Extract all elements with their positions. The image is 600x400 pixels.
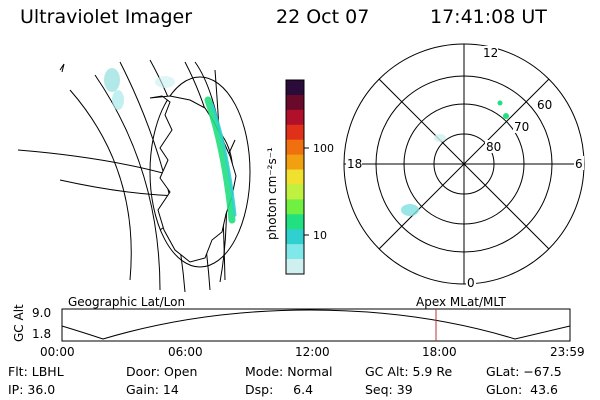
colorbar-stripe <box>286 199 304 215</box>
colorbar-stripe <box>286 154 304 171</box>
status-door: Door: Open <box>126 364 198 379</box>
timeline-xtick-4: 23:59 <box>550 345 585 359</box>
status-ip: IP: 36.0 <box>8 382 56 397</box>
mlt-label-left: 18 <box>347 157 362 171</box>
colorbar-stripe <box>286 139 304 156</box>
colorbar-stripe <box>286 259 304 275</box>
status-mode: Mode: Normal <box>245 364 333 379</box>
colorbar-stripe <box>286 184 304 200</box>
mlt-label-top: 12 <box>483 46 498 60</box>
colorbar-tick-10: 10 <box>313 229 327 242</box>
status-gain: Gain: 14 <box>126 382 179 397</box>
colorbar-stripe <box>286 109 304 126</box>
mlt-label-bottom: 0 <box>467 276 475 290</box>
colorbar-unit-label: photon cm⁻²s⁻¹ <box>265 147 279 240</box>
colorbar-stripe <box>286 169 304 185</box>
timeline-xtick-1: 06:00 <box>168 345 203 359</box>
colorbar-stripe <box>286 214 304 230</box>
header-date: 22 Oct 07 <box>276 6 370 28</box>
timeline-xtick-3: 18:00 <box>422 345 457 359</box>
timeline-ytick-high: 9.0 <box>32 306 52 320</box>
colorbar-stripe <box>286 244 304 260</box>
timeline-left-title: Geographic Lat/Lon <box>68 295 186 309</box>
colorbar-stripe <box>286 124 304 141</box>
timeline-ytick-low: 1.8 <box>32 327 52 341</box>
timeline-xtick-0: 00:00 <box>40 345 75 359</box>
status-gc-alt: GC Alt: 5.9 Re <box>365 364 453 379</box>
status-glat: GLat: −67.5 <box>486 364 562 379</box>
colorbar-stripe <box>286 80 304 96</box>
instrument-title: Ultraviolet Imager <box>20 6 193 28</box>
status-filter: Flt: LBHL <box>8 364 64 379</box>
status-dsp: Dsp: 6.4 <box>245 382 314 397</box>
aurora-band <box>204 96 236 224</box>
colorbar-stripe <box>286 229 304 245</box>
timeline-right-title: Apex MLat/MLT <box>416 295 506 309</box>
colorbar-stripe <box>286 94 304 111</box>
header-time: 17:41:08 UT <box>430 6 547 28</box>
status-seq: Seq: 39 <box>365 382 413 397</box>
mlat-label-60: 60 <box>537 98 552 112</box>
colorbar-tick-100: 100 <box>313 142 334 155</box>
mlat-label-70: 70 <box>514 120 529 134</box>
timeline-xtick-2: 12:00 <box>295 345 330 359</box>
mlat-label-80: 80 <box>486 140 501 154</box>
altitude-curve <box>61 309 571 340</box>
mlt-label-right: 6 <box>575 157 583 171</box>
status-glon: GLon: 43.6 <box>486 382 558 397</box>
